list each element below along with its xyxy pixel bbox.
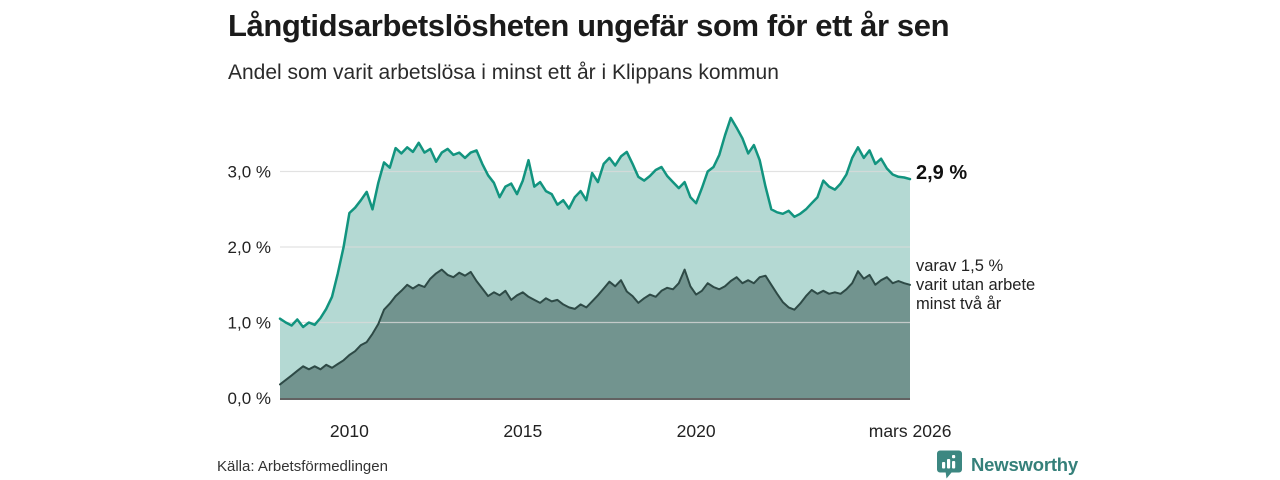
y-tick-label: 2,0 % bbox=[228, 238, 271, 257]
secondary-value-label: varav 1,5 % varit utan arbete minst två … bbox=[916, 257, 1035, 314]
source-label: Källa: Arbetsförmedlingen bbox=[217, 458, 388, 475]
x-tick-label: 2015 bbox=[503, 421, 542, 441]
latest-value-label: 2,9 % bbox=[916, 162, 968, 184]
secondary-value-line2: varit utan arbete bbox=[916, 276, 1036, 294]
series-line-minst-två-år bbox=[279, 268, 911, 386]
x-tick-label: 2010 bbox=[330, 421, 369, 441]
newsworthy-chart-bubble-icon bbox=[937, 450, 962, 479]
x-tick-label: 2020 bbox=[677, 421, 716, 441]
secondary-value-line3: minst två år bbox=[916, 295, 1002, 313]
chart-subtitle: Andel som varit arbetslösa i minst ett å… bbox=[228, 61, 779, 84]
exclamation-dot bbox=[952, 455, 956, 459]
x-tick-label: mars 2026 bbox=[869, 421, 952, 441]
chart-title: Långtidsarbetslösheten ungefär som för e… bbox=[228, 8, 950, 43]
newsworthy-logo: Newsworthy bbox=[937, 450, 1078, 479]
bar-medium bbox=[947, 459, 951, 469]
series-area-minst-två-år bbox=[280, 269, 910, 398]
bar-small bbox=[942, 462, 946, 469]
bar-tall bbox=[952, 461, 956, 469]
y-tick-label: 0,0 % bbox=[228, 389, 271, 408]
newsworthy-wordmark: Newsworthy bbox=[971, 453, 1078, 475]
y-tick-label: 1,0 % bbox=[228, 314, 271, 333]
y-tick-label: 3,0 % bbox=[228, 163, 271, 182]
series-line-minst-ett-år bbox=[278, 116, 912, 329]
secondary-value-line1: varav 1,5 % bbox=[916, 257, 1004, 275]
